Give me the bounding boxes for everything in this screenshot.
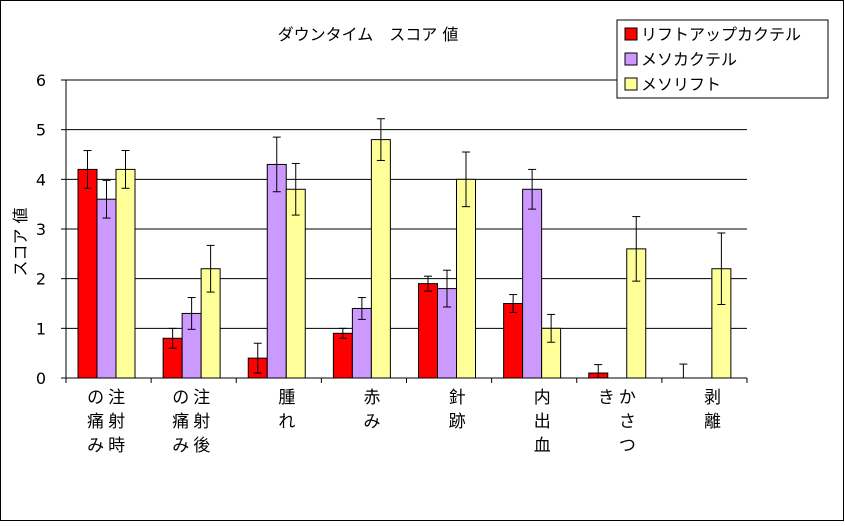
x-tick-label: 内出血 <box>534 388 551 456</box>
bar <box>370 139 391 379</box>
legend-item: メソリフト <box>624 75 721 94</box>
bar <box>266 163 287 379</box>
error-bar <box>443 269 451 308</box>
error-bar <box>547 313 556 343</box>
error-bar <box>376 118 385 161</box>
bar <box>115 168 136 379</box>
error-bar <box>424 275 432 292</box>
x-tick-labels: 注射時の痛み 注射後の痛み 腫れ 赤み 針跡 内出血 かさつき 剥離 <box>87 388 721 456</box>
error-bar <box>594 364 603 378</box>
x-tick-label: 針跡 <box>449 388 466 432</box>
bar <box>418 283 438 379</box>
error-bar <box>121 150 130 189</box>
x-tick-label: かさつき <box>598 388 636 456</box>
bar <box>96 198 117 379</box>
legend-label: リフトアップカクテル <box>641 25 801 44</box>
error-bar <box>679 363 688 378</box>
bar <box>503 303 524 379</box>
legend-swatch <box>624 52 638 66</box>
y-tick-label: 4 <box>36 170 46 189</box>
x-tick-label: 腫れ <box>278 388 295 432</box>
chart-title: ダウンタイム スコア 値 <box>278 25 459 44</box>
axes <box>61 79 748 383</box>
error-bar <box>632 216 641 282</box>
y-tick-label: 0 <box>36 369 46 388</box>
error-bar <box>338 327 347 339</box>
error-bar <box>253 342 262 374</box>
y-tick-label: 5 <box>36 121 46 140</box>
error-bar <box>357 297 366 320</box>
x-tick-label: 赤み <box>363 388 380 432</box>
bar <box>456 178 476 379</box>
legend-swatch <box>624 77 638 91</box>
error-bar <box>206 244 215 293</box>
y-tick-label: 1 <box>36 319 46 338</box>
legend-item: メソカクテル <box>624 50 737 69</box>
error-bar <box>462 151 470 208</box>
x-tick-label: 注射時の痛み <box>87 388 125 456</box>
legend-box <box>616 19 829 99</box>
error-bar <box>528 168 537 210</box>
error-bar <box>272 136 281 193</box>
legend-swatch <box>624 27 638 41</box>
error-bar <box>509 294 518 313</box>
bar <box>332 332 353 379</box>
y-tick-label: 2 <box>36 270 46 289</box>
error-bar <box>717 232 726 305</box>
legend-label: メソカクテル <box>641 50 737 69</box>
legend-label: メソリフト <box>641 75 721 94</box>
y-tick-label: 6 <box>36 71 46 90</box>
legend-item: リフトアップカクテル <box>624 25 801 44</box>
x-tick-label: 注射後の痛み <box>172 388 210 456</box>
error-bar <box>168 327 177 349</box>
error-bar <box>83 150 92 189</box>
y-axis-label: スコア 値 <box>11 207 30 276</box>
error-bar <box>102 179 111 219</box>
bar <box>522 188 543 379</box>
error-bar <box>187 297 196 330</box>
y-tick-label: 3 <box>36 220 46 239</box>
error-bar <box>291 162 300 216</box>
x-tick-label: 剥離 <box>704 388 721 432</box>
bar <box>285 188 306 379</box>
bar <box>77 168 98 379</box>
error-bars <box>83 118 726 378</box>
y-tick-labels: 0 1 2 3 4 5 6 <box>36 71 46 388</box>
